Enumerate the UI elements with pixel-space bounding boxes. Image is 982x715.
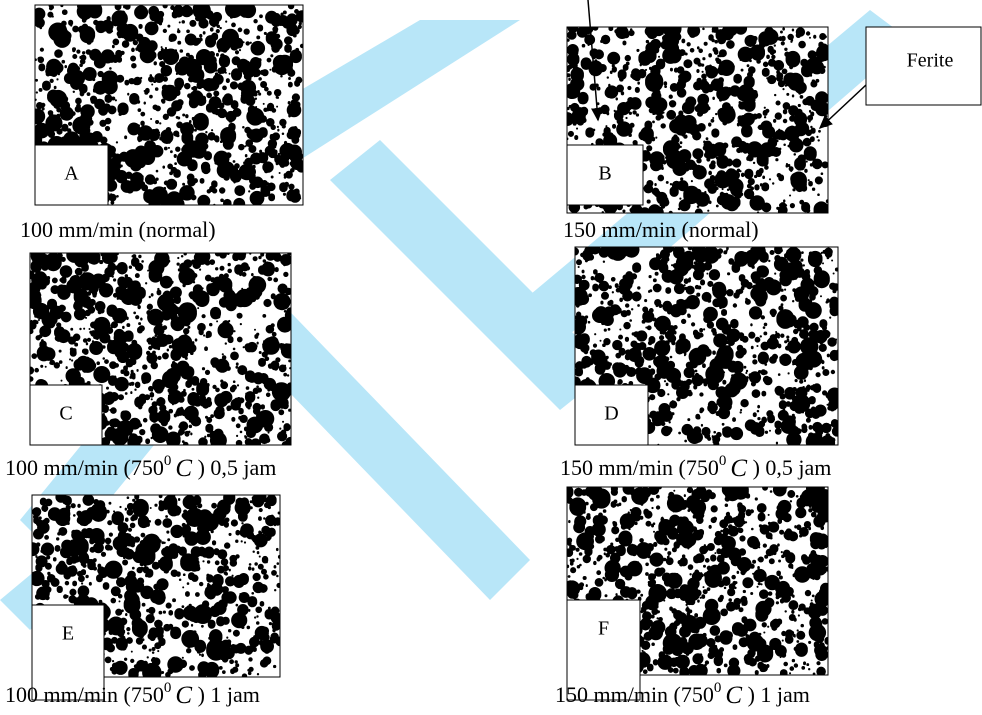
caption-part: 150 mm/min (750 (560, 455, 719, 480)
annotation-box (865, 26, 982, 106)
arrow (818, 84, 867, 130)
micrograph-frame (574, 246, 839, 446)
caption-part: 150 mm/min (normal) (563, 217, 759, 242)
caption-part: 150 mm/min (750 (555, 682, 714, 707)
caption-part: C (725, 682, 742, 709)
panel-label: A (64, 163, 79, 185)
panels: A 100 mm/min (normal) B 150 mm/min (normal)… (5, 4, 839, 709)
arrow (587, 0, 603, 122)
panel-label: E (62, 623, 74, 645)
caption-part: 100 mm/min (normal) (20, 217, 216, 242)
caption-part: 100 mm/min (750 (5, 682, 164, 707)
caption-part: 0 (714, 680, 722, 696)
panel-label: C (59, 403, 72, 425)
micrograph: F 150 mm/min (7500 C ) 1 jam (555, 486, 829, 709)
label-box (566, 599, 641, 701)
caption-part: C (175, 682, 192, 709)
caption: 150 mm/min (7500 C ) 1 jam (555, 680, 810, 708)
panel-label: F (598, 618, 609, 640)
micrograph-frame (566, 486, 829, 676)
label-box (31, 604, 105, 701)
caption-part: 100 mm/min (750 (5, 455, 164, 480)
micrograph-texture (575, 247, 838, 445)
panel-label: D (604, 403, 618, 425)
caption-part: ) 0,5 jam (192, 455, 276, 480)
caption-part: C (730, 455, 747, 482)
caption: 150 mm/min (7500 C ) 0,5 jam (560, 453, 831, 481)
micrograph-frame (31, 494, 281, 678)
label-box (566, 144, 644, 206)
caption: 100 mm/min (normal) (20, 217, 216, 242)
micrograph-frame (29, 252, 292, 446)
micrograph: A 100 mm/min (normal) (20, 4, 304, 242)
micrograph-frame (34, 4, 304, 206)
micrograph: B 150 mm/min (normal) (563, 26, 829, 242)
caption-part: ) 0,5 jam (747, 455, 831, 480)
caption: 150 mm/min (normal) (563, 217, 759, 242)
panel-label: B (598, 163, 611, 185)
caption-part: ) 1 jam (742, 682, 810, 707)
label-box (29, 384, 103, 446)
label-box (574, 384, 649, 446)
micrograph: D 150 mm/min (7500 C ) 0,5 jam (560, 246, 839, 482)
label-box (34, 144, 109, 206)
caption: 100 mm/min (7500 C ) 1 jam (5, 680, 260, 708)
caption-part: 0 (164, 453, 172, 469)
caption-part: C (175, 455, 192, 482)
caption-part: 0 (164, 680, 172, 696)
micrograph-texture (30, 253, 291, 445)
caption-part: 0 (719, 453, 727, 469)
annotation-text: Ferite (907, 50, 954, 72)
micrograph: E 100 mm/min (7500 C ) 1 jam (5, 494, 281, 709)
caption: 100 mm/min (7500 C ) 0,5 jam (5, 453, 276, 481)
watermark-stroke (250, 20, 520, 160)
caption-part: ) 1 jam (192, 682, 260, 707)
